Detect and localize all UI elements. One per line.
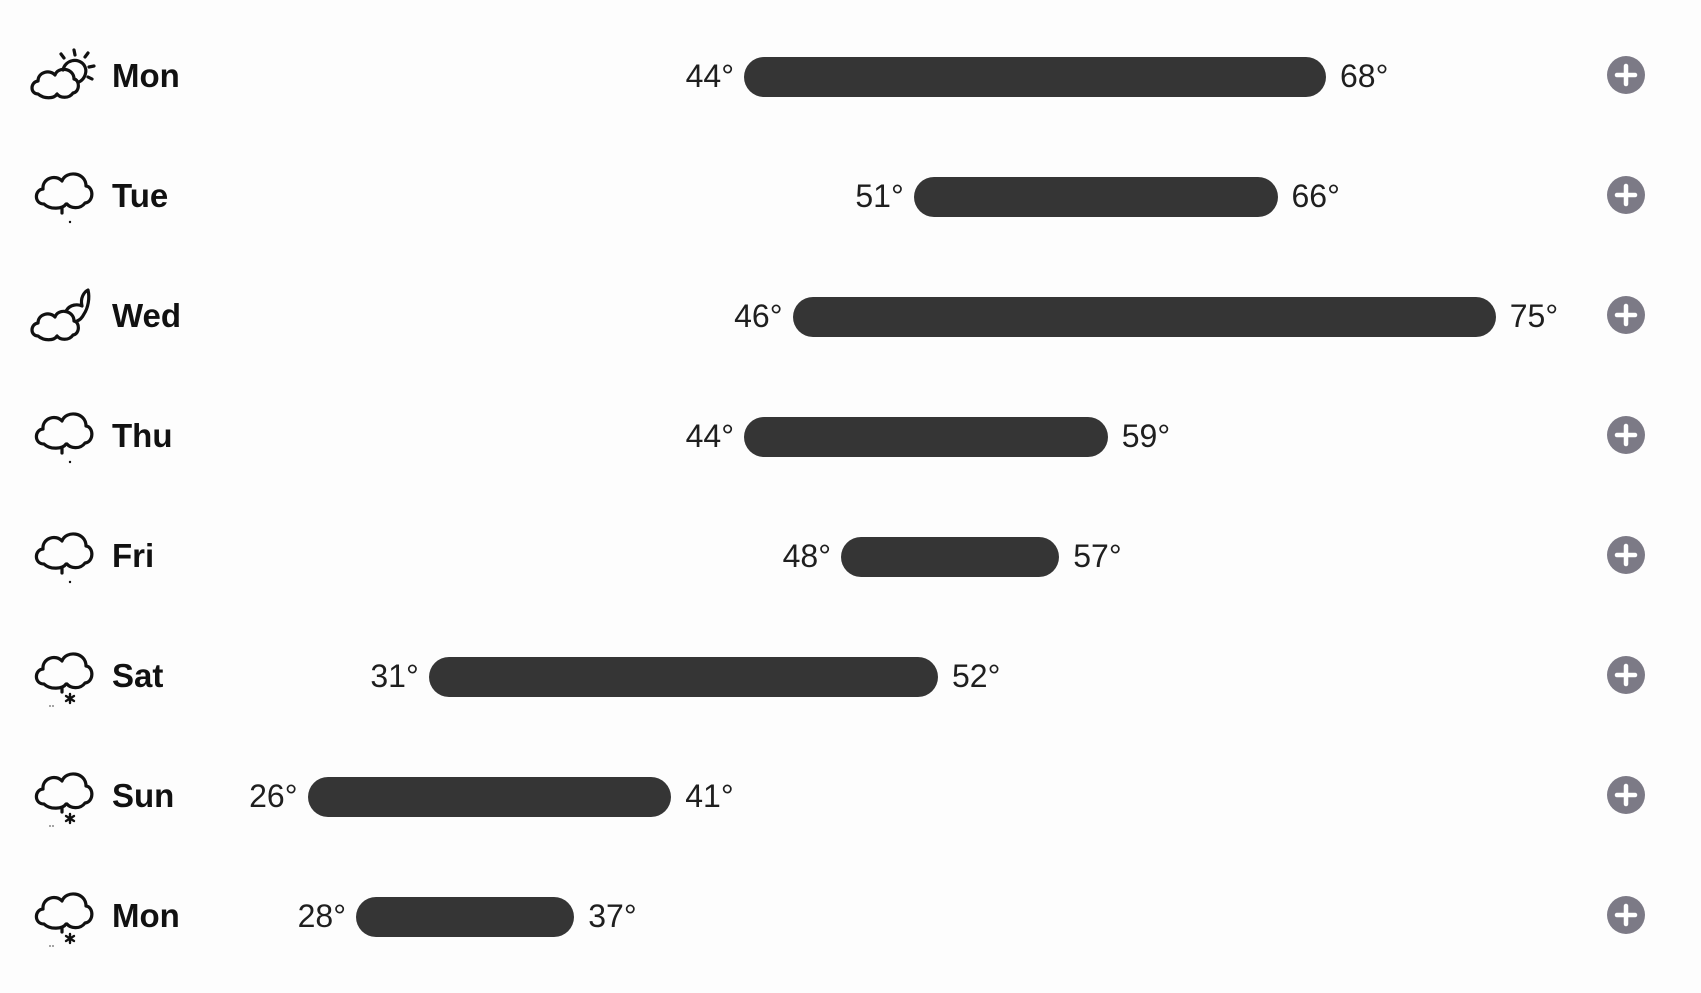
day-label: Tue <box>112 177 169 214</box>
low-temperature: 44° <box>685 58 734 94</box>
expand-day-button[interactable] <box>1607 176 1645 214</box>
temperature-range-bar <box>428 657 938 697</box>
forecast-row: Mon 28° 37° <box>0 856 1701 976</box>
temperature-range-bar <box>307 777 672 817</box>
day-label: Sat <box>112 657 164 694</box>
forecast-row: Wed 46° 75° <box>0 256 1701 376</box>
day-label: Mon <box>112 897 180 934</box>
partly-cloudy-night-icon <box>30 284 98 348</box>
plus-icon <box>1607 536 1645 574</box>
expand-day-button[interactable] <box>1607 536 1645 574</box>
temperature-range-bar <box>841 537 1060 577</box>
plus-icon <box>1607 416 1645 454</box>
plus-icon <box>1607 56 1645 94</box>
forecast-row: Sat 31° 52° <box>0 616 1701 736</box>
temperature-range-bar <box>744 57 1326 97</box>
day-label: Fri <box>112 537 155 574</box>
drizzle-icon <box>30 524 98 588</box>
drizzle-icon <box>30 164 98 228</box>
forecast-row: Sun 26° 41° <box>0 736 1701 856</box>
forecast-row: Thu 44° 59° <box>0 376 1701 496</box>
forecast-row: Fri 48° 57° <box>0 496 1701 616</box>
low-temperature: 51° <box>855 178 904 214</box>
low-temperature: 28° <box>297 898 346 934</box>
plus-icon <box>1607 776 1645 814</box>
high-temperature: 41° <box>685 778 734 814</box>
plus-icon <box>1607 896 1645 934</box>
expand-day-button[interactable] <box>1607 56 1645 94</box>
day-label: Thu <box>112 417 173 454</box>
forecast-row: Tue 51° 66° <box>0 136 1701 256</box>
plus-icon <box>1607 176 1645 214</box>
low-temperature: 31° <box>370 658 419 694</box>
high-temperature: 68° <box>1340 58 1389 94</box>
low-temperature: 44° <box>685 418 734 454</box>
plus-icon <box>1607 296 1645 334</box>
forecast-row: Mon 44° 68° <box>0 16 1701 136</box>
low-temperature: 48° <box>782 538 831 574</box>
low-temperature: 46° <box>734 298 783 334</box>
high-temperature: 52° <box>952 658 1001 694</box>
high-temperature: 59° <box>1121 418 1171 454</box>
high-temperature: 57° <box>1073 538 1122 574</box>
expand-day-button[interactable] <box>1607 296 1645 334</box>
day-label: Wed <box>112 297 182 334</box>
temperature-range-bar <box>792 297 1496 337</box>
drizzle-icon <box>30 404 98 468</box>
high-temperature: 75° <box>1509 298 1559 334</box>
snow-icon <box>30 644 98 708</box>
high-temperature: 66° <box>1291 178 1340 214</box>
day-label: Mon <box>112 57 180 94</box>
temperature-range-bar <box>356 897 575 937</box>
temperature-range-bar <box>913 177 1278 217</box>
expand-day-button[interactable] <box>1607 896 1645 934</box>
expand-day-button[interactable] <box>1607 656 1645 694</box>
partly-sunny-icon <box>30 44 98 108</box>
snow-icon <box>30 884 98 948</box>
day-label: Sun <box>112 777 175 814</box>
temperature-range-bar <box>744 417 1108 457</box>
low-temperature: 26° <box>249 778 298 814</box>
plus-icon <box>1607 656 1645 694</box>
expand-day-button[interactable] <box>1607 416 1645 454</box>
high-temperature: 37° <box>588 898 637 934</box>
snow-icon <box>30 764 98 828</box>
expand-day-button[interactable] <box>1607 776 1645 814</box>
